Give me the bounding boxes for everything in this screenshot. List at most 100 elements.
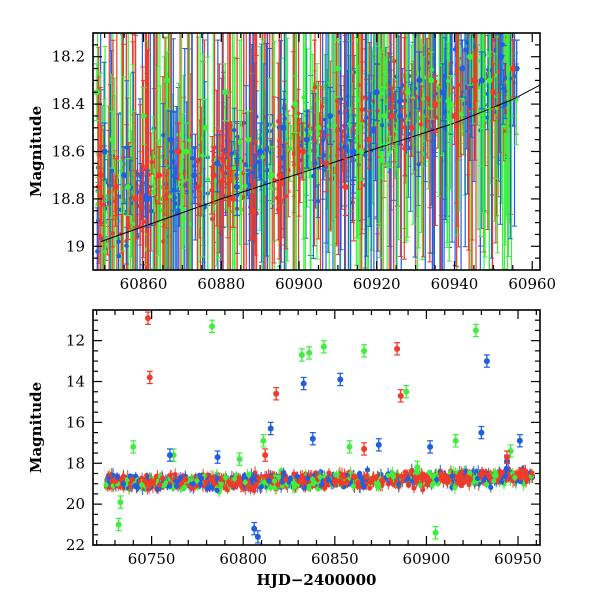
top-bg-point [124, 243, 129, 248]
top-bg-point [371, 129, 376, 134]
top-green-point [381, 112, 388, 119]
top-red-point [97, 172, 104, 179]
bottom-bg-point [488, 484, 494, 491]
top-bg-point [337, 110, 343, 115]
top-y-tick-label: 19 [66, 237, 85, 255]
top-blue-point [144, 195, 151, 202]
top-bg-point [95, 249, 100, 254]
top-bg-point [308, 129, 313, 135]
top-blue-point [121, 172, 128, 179]
top-green-point [222, 89, 229, 96]
top-bg-point [213, 178, 218, 184]
top-blue-point [303, 136, 310, 143]
top-bg-point [98, 233, 103, 239]
top-red-point [451, 112, 458, 119]
top-bg-point [179, 204, 184, 210]
top-bg-point [138, 174, 144, 179]
top-bg-point [380, 122, 385, 128]
top-y-tick-label: 18.2 [52, 48, 85, 66]
top-bg-point [424, 96, 430, 101]
top-blue-point [459, 65, 466, 72]
top-bg-point [221, 159, 226, 164]
top-green-point [163, 77, 170, 84]
top-red-point [113, 184, 120, 191]
bottom-plot-area [103, 311, 536, 544]
top-bg-point [161, 132, 166, 138]
top-red-point [365, 136, 372, 143]
top-bg-point [252, 164, 257, 169]
top-bg-point [225, 181, 231, 186]
top-bg-point [187, 138, 192, 143]
top-y-tick-label: 18.4 [52, 95, 85, 113]
top-bg-point [416, 162, 422, 167]
top-bg-point [125, 224, 131, 229]
top-bg-point [311, 173, 316, 179]
top-blue-point [498, 53, 505, 60]
top-bg-point [354, 138, 359, 143]
top-blue-point [416, 77, 423, 84]
top-bg-point [265, 167, 270, 173]
top-green-point [140, 112, 147, 119]
top-bg-point [250, 170, 256, 175]
bottom-bg-point [364, 467, 371, 473]
top-bg-point [131, 221, 137, 227]
top-red-point [299, 148, 306, 155]
top-bg-point [150, 190, 156, 195]
top-x-tick-label: 60940 [431, 275, 479, 293]
top-bg-point [355, 97, 361, 102]
top-green-point [428, 77, 435, 84]
top-green-point [109, 136, 116, 143]
top-red-point [470, 77, 477, 84]
top-bg-point [429, 67, 435, 72]
top-red-point [342, 184, 349, 191]
top-bg-point [239, 207, 244, 212]
top-bg-point [209, 216, 215, 222]
top-x-tick-label: 60920 [353, 275, 401, 293]
top-bg-point [332, 123, 337, 128]
top-green-point [292, 101, 299, 108]
top-bg-point [442, 74, 448, 79]
top-red-point [194, 184, 201, 191]
top-x-tick-label: 60960 [508, 275, 556, 293]
top-bg-point [149, 208, 154, 214]
top-bg-point [106, 154, 111, 159]
top-bg-point [140, 163, 145, 169]
top-green-point [334, 65, 341, 72]
top-bg-point [312, 85, 318, 90]
top-bg-point [200, 153, 205, 158]
top-bg-point [160, 207, 165, 213]
top-red-point [389, 112, 396, 119]
top-bg-point [113, 198, 118, 204]
top-bg-point [375, 108, 380, 114]
top-bg-point [364, 115, 369, 120]
top-red-point [276, 172, 283, 179]
top-bg-point [229, 151, 234, 156]
top-green-point [124, 184, 131, 191]
top-bg-point [149, 159, 155, 165]
top-bg-point [119, 168, 124, 173]
top-panel: 60860 60880 60900 60920 60940 60960 18.2 18.4 18… [27, 32, 556, 293]
top-red-point [490, 89, 497, 96]
top-bg-point [253, 139, 258, 144]
top-green-point [183, 148, 190, 155]
top-green-point [404, 89, 411, 96]
top-blue-point [214, 160, 221, 167]
top-bg-point [424, 75, 429, 80]
top-green-point [268, 172, 275, 179]
top-bg-point [384, 162, 390, 168]
top-bg-point [280, 156, 286, 161]
top-bg-point [231, 127, 237, 133]
top-red-point [432, 101, 439, 108]
top-bg-point [178, 168, 183, 174]
top-bg-point [485, 115, 490, 120]
top-bg-point [356, 82, 361, 88]
top-green-point [486, 77, 493, 84]
top-bg-point [190, 156, 195, 161]
top-bg-point [182, 216, 187, 221]
top-blue-point [373, 89, 380, 96]
top-bg-point [387, 149, 393, 155]
top-bg-point [103, 249, 108, 254]
top-plot-area [93, 33, 540, 270]
top-red-point [249, 207, 256, 214]
top-red-point [509, 65, 516, 72]
